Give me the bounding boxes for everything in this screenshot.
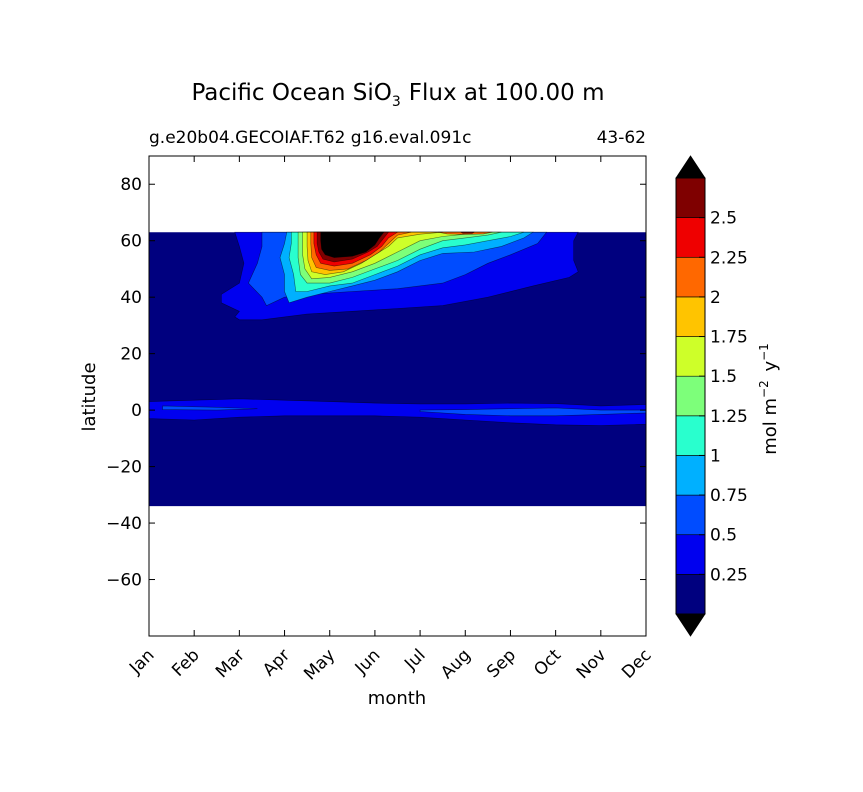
y-tick-label: 20 bbox=[120, 345, 142, 365]
x-tick-label: Mar bbox=[212, 645, 249, 682]
colorbar-swatch bbox=[675, 494, 706, 536]
colorbar-tick-label: 2 bbox=[710, 288, 721, 308]
x-tick-label: Feb bbox=[168, 645, 203, 680]
y-tick-label: 0 bbox=[131, 401, 142, 421]
x-tick-label: Jan bbox=[125, 645, 158, 678]
contour-region-equatorial-band-east bbox=[419, 407, 646, 417]
colorbar-extend-min bbox=[675, 613, 706, 637]
chart-subtitle-years: 43-62 bbox=[597, 128, 646, 148]
colorbar-tick-label: 2.5 bbox=[710, 209, 737, 229]
colorbar-swatch bbox=[675, 455, 706, 496]
colorbar-tick-label: 1.5 bbox=[710, 367, 737, 387]
chart-title: Pacific Ocean SiO3 Flux at 100.00 m bbox=[191, 80, 604, 110]
y-axis: 80 60 40 20 0 −20 −40 −60 bbox=[106, 175, 646, 591]
colorbar-swatch bbox=[675, 177, 706, 218]
x-axis-label: month bbox=[368, 688, 426, 709]
x-tick-label: Aug bbox=[437, 645, 475, 683]
y-tick-label: 60 bbox=[120, 232, 142, 252]
contour-region-equatorial-band-sliver bbox=[162, 405, 258, 411]
colorbar-swatch bbox=[675, 296, 706, 337]
y-tick-label: −60 bbox=[106, 571, 142, 591]
contour-fill-layer bbox=[149, 231, 646, 507]
x-tick-label: Apr bbox=[259, 645, 294, 680]
colorbar-tick-label: 0.5 bbox=[710, 526, 737, 546]
colorbar-label: mol m−2 y−1 bbox=[757, 343, 781, 455]
colorbar-swatch bbox=[675, 336, 706, 377]
colorbar-tick-label: 1.75 bbox=[710, 328, 748, 348]
y-tick-label: −40 bbox=[106, 514, 142, 534]
x-tick-label: May bbox=[300, 645, 339, 684]
x-tick-label: Nov bbox=[573, 645, 611, 683]
contour-region-north-core-max bbox=[320, 231, 385, 258]
colorbar-swatch bbox=[675, 256, 706, 298]
colorbar-swatch bbox=[675, 415, 706, 456]
colorbar: 0.25 0.5 0.75 1 1.25 1.5 1.75 2 2.25 2.5 bbox=[675, 155, 748, 637]
x-tick-label: Jul bbox=[400, 645, 429, 674]
colorbar-swatch bbox=[675, 375, 706, 417]
colorbar-extend-max bbox=[675, 155, 706, 179]
colorbar-tick-label: 1 bbox=[710, 446, 721, 466]
y-tick-label: 80 bbox=[120, 175, 142, 195]
x-tick-label: Oct bbox=[530, 645, 565, 680]
y-tick-label: −20 bbox=[106, 458, 142, 478]
y-axis-label: latitude bbox=[79, 362, 100, 431]
plot-frame bbox=[148, 155, 647, 637]
contour-region-equatorial-band-west bbox=[149, 398, 646, 426]
chart-subtitle-case: g.e20b04.GECOIAF.T62 g16.eval.091c bbox=[149, 128, 471, 148]
x-tick-label: Dec bbox=[618, 645, 655, 682]
x-tick-label: Sep bbox=[483, 645, 520, 682]
contour-region-north-streak-aug-core bbox=[460, 231, 475, 234]
colorbar-swatch bbox=[675, 574, 706, 615]
colorbar-swatch bbox=[675, 534, 706, 575]
colorbar-frame bbox=[675, 177, 706, 615]
y-tick-label: 40 bbox=[120, 288, 142, 308]
x-tick-label: Jun bbox=[351, 645, 385, 679]
colorbar-tick-label: 1.25 bbox=[710, 407, 748, 427]
colorbar-swatch bbox=[675, 217, 706, 258]
colorbar-tick-label: 0.25 bbox=[710, 565, 748, 585]
colorbar-tick-label: 0.75 bbox=[710, 486, 748, 506]
colorbar-tick-label: 2.25 bbox=[710, 248, 748, 268]
